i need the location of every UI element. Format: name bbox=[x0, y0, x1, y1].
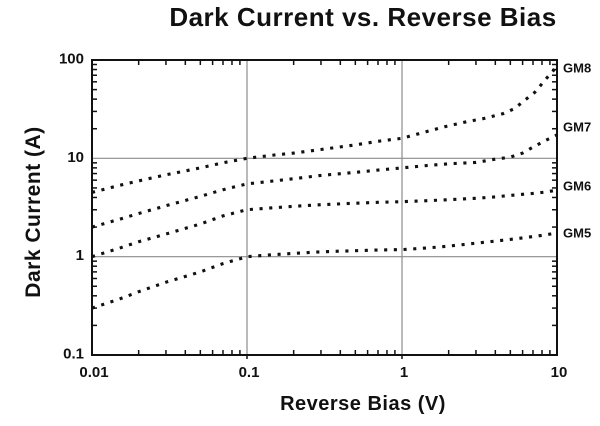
y-axis-label: Dark Current (A) bbox=[22, 126, 45, 298]
x-tick-label: 0.1 bbox=[239, 364, 260, 381]
series-GM8 bbox=[91, 65, 559, 194]
y-tick-label: 100 bbox=[59, 51, 84, 68]
series-GM6 bbox=[91, 188, 558, 259]
series-label-GM8: GM8 bbox=[563, 61, 591, 76]
plot-border bbox=[91, 59, 558, 356]
x-axis-label: Reverse Bias (V) bbox=[280, 393, 446, 415]
y-tick-label: 10 bbox=[67, 149, 84, 166]
x-tick-label: 0.01 bbox=[79, 364, 108, 381]
y-tick-label: 1 bbox=[76, 247, 84, 264]
series-label-GM6: GM6 bbox=[563, 179, 591, 194]
y-tick-label: 0.1 bbox=[63, 346, 84, 363]
series-GM5 bbox=[91, 231, 558, 310]
series-GM7 bbox=[91, 133, 558, 229]
x-tick-label: 1 bbox=[400, 364, 408, 381]
chart-title: Dark Current vs. Reverse Bias bbox=[169, 2, 557, 32]
series-label-GM7: GM7 bbox=[563, 120, 591, 135]
x-tick-label: 10 bbox=[551, 364, 568, 381]
series-label-GM5: GM5 bbox=[563, 226, 591, 241]
